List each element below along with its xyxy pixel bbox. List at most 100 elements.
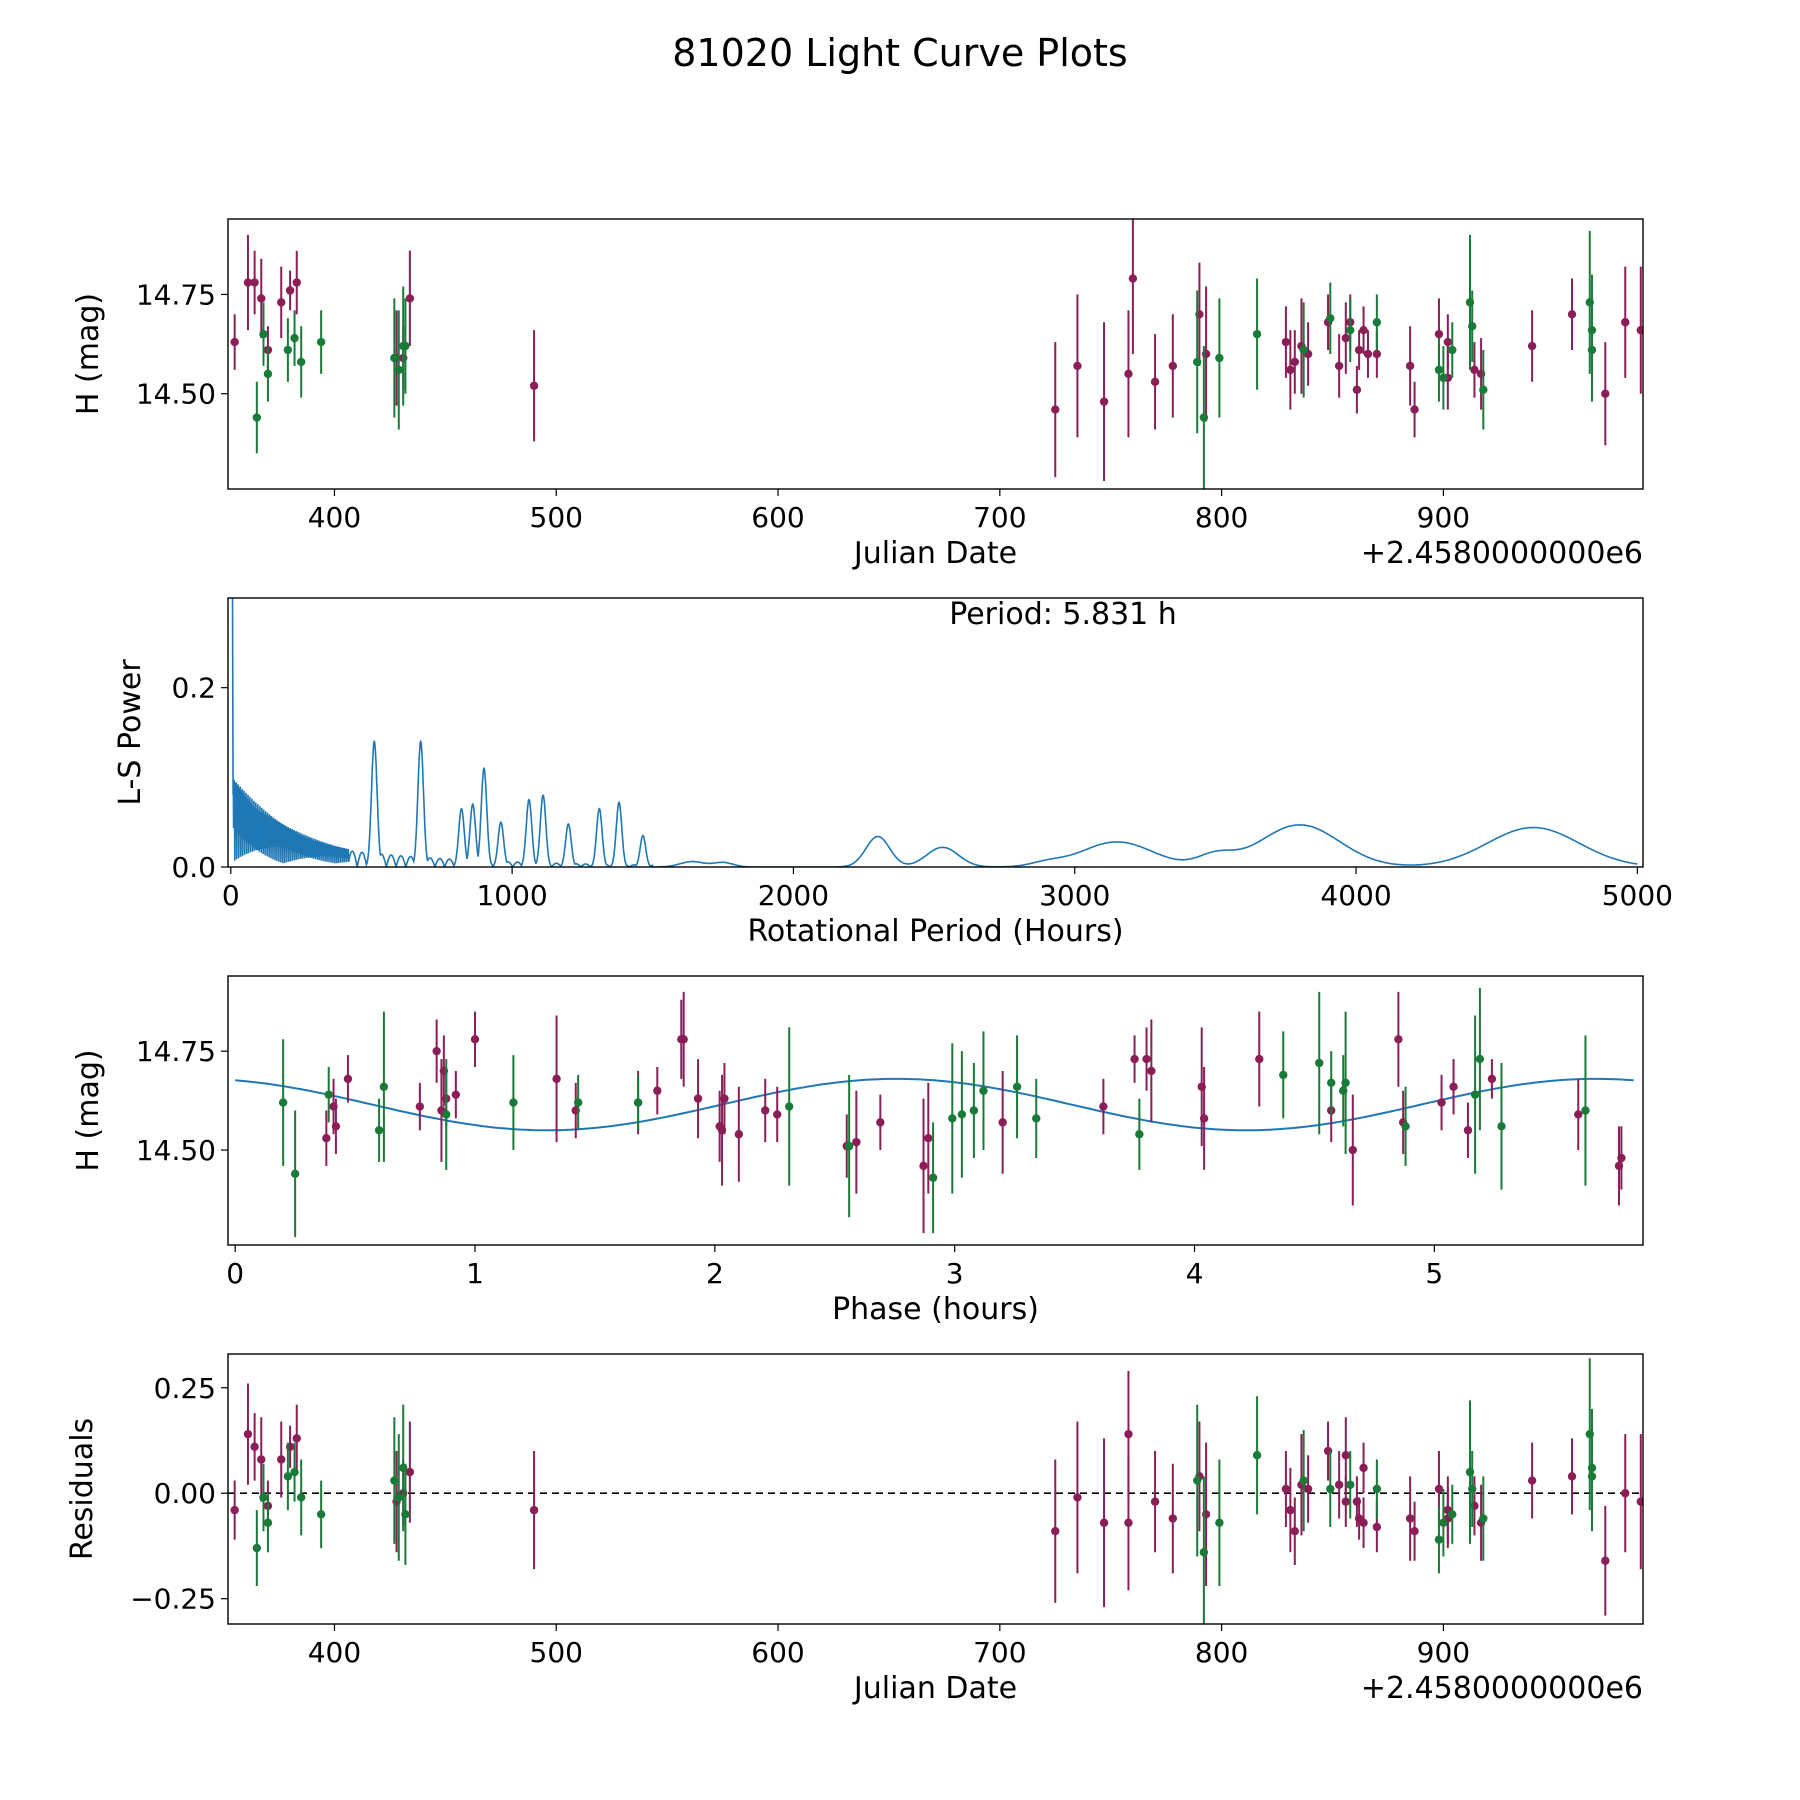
series-magenta <box>230 219 1643 482</box>
data-point <box>844 1141 854 1151</box>
data-point <box>401 341 410 351</box>
data-point <box>1567 1472 1577 1481</box>
x-tick-label: 4 <box>1186 1257 1204 1290</box>
data-point <box>1341 1451 1351 1460</box>
data-point <box>250 1442 259 1452</box>
data-point <box>1051 405 1060 414</box>
data-point <box>1354 345 1364 355</box>
data-point <box>1279 1070 1288 1080</box>
data-point <box>1574 1110 1583 1119</box>
data-point <box>1372 1522 1382 1532</box>
data-point <box>1527 1476 1537 1485</box>
data-point <box>1372 349 1382 359</box>
x-tick-label: 400 <box>308 501 361 534</box>
data-point <box>250 278 259 287</box>
x-axis-label: Rotational Period (Hours) <box>747 914 1123 949</box>
plot-area-phase <box>235 987 1634 1238</box>
x-tick-label: 1000 <box>476 879 547 912</box>
data-point <box>852 1137 861 1147</box>
data-point <box>1124 1518 1133 1527</box>
data-point <box>290 333 299 343</box>
data-point <box>979 1086 988 1095</box>
data-point <box>1327 1078 1336 1088</box>
data-point <box>1252 329 1262 339</box>
data-point <box>1303 1484 1313 1494</box>
x-axis-label: Julian Date <box>852 536 1017 571</box>
axes-frame <box>227 218 1644 490</box>
data-point <box>876 1118 885 1127</box>
data-point <box>1281 337 1291 347</box>
data-point <box>1497 1122 1506 1131</box>
x-tick-label: 0 <box>226 1257 244 1290</box>
data-point <box>230 337 239 347</box>
data-point <box>442 1110 451 1119</box>
data-point <box>252 413 262 422</box>
data-point <box>1128 274 1138 283</box>
data-point <box>257 294 266 303</box>
data-point <box>1150 1497 1160 1506</box>
data-point <box>1463 1126 1473 1135</box>
data-point <box>1199 413 1209 422</box>
y-tick-label: 14.50 <box>136 1134 216 1167</box>
data-point <box>1359 1463 1368 1473</box>
y-axis-label: L-S Power <box>113 659 148 806</box>
plot-area-ls <box>231 598 1638 867</box>
data-point <box>243 278 253 287</box>
data-point <box>1405 1514 1415 1523</box>
data-point <box>1434 1535 1444 1544</box>
data-point <box>259 1493 268 1502</box>
data-point <box>1215 353 1224 363</box>
data-point <box>1439 373 1448 383</box>
data-point <box>529 1505 539 1515</box>
data-point <box>1286 1505 1295 1515</box>
data-point <box>1341 1497 1351 1506</box>
x-tick-label: 1 <box>466 1257 484 1290</box>
x-tick-label: 5 <box>1425 1257 1443 1290</box>
axes-frame <box>227 975 1644 1246</box>
data-point <box>1487 1074 1497 1084</box>
data-point <box>1193 357 1202 367</box>
data-point <box>998 1118 1007 1127</box>
data-point <box>679 1035 688 1044</box>
data-point <box>552 1074 561 1084</box>
plot-area-resid <box>228 1358 1643 1624</box>
y-tick-label: 0.00 <box>154 1477 216 1510</box>
data-point <box>296 357 306 367</box>
data-point <box>509 1098 518 1107</box>
x-tick-label: 700 <box>973 501 1026 534</box>
data-point <box>316 337 326 347</box>
x-tick-label: 700 <box>973 1636 1026 1669</box>
data-point <box>230 1505 239 1515</box>
data-point <box>432 1046 441 1056</box>
x-tick-label: 600 <box>751 1636 804 1669</box>
data-point <box>263 369 273 379</box>
data-point <box>1601 389 1610 398</box>
data-point <box>1290 1526 1299 1536</box>
data-point <box>1372 1484 1382 1494</box>
data-point <box>243 1429 253 1439</box>
data-point <box>1168 361 1178 371</box>
data-point <box>1359 325 1368 335</box>
data-point <box>1394 1035 1403 1044</box>
data-point <box>1193 1476 1202 1485</box>
data-point <box>283 345 293 355</box>
chart-resid: 400 500 600 700 800 900 −0.25 0.00 0.25 Julian Da… <box>65 1353 1644 1706</box>
data-point <box>1448 345 1457 355</box>
data-point <box>283 1472 293 1481</box>
data-point <box>924 1133 933 1143</box>
data-point <box>1252 1451 1262 1460</box>
data-point <box>969 1106 979 1115</box>
data-point <box>1326 1484 1335 1494</box>
data-point <box>1326 314 1335 323</box>
data-point <box>1286 365 1295 375</box>
data-point <box>693 1094 703 1103</box>
series-green <box>252 1358 1597 1624</box>
data-point <box>277 298 286 307</box>
data-point <box>1073 361 1082 371</box>
data-point <box>316 1510 326 1519</box>
x-offset-label: +2.4580000000e6 <box>1361 536 1643 571</box>
data-point <box>343 1074 353 1084</box>
data-point <box>263 1518 273 1527</box>
data-point <box>1099 1102 1108 1111</box>
data-point <box>1581 1106 1590 1115</box>
